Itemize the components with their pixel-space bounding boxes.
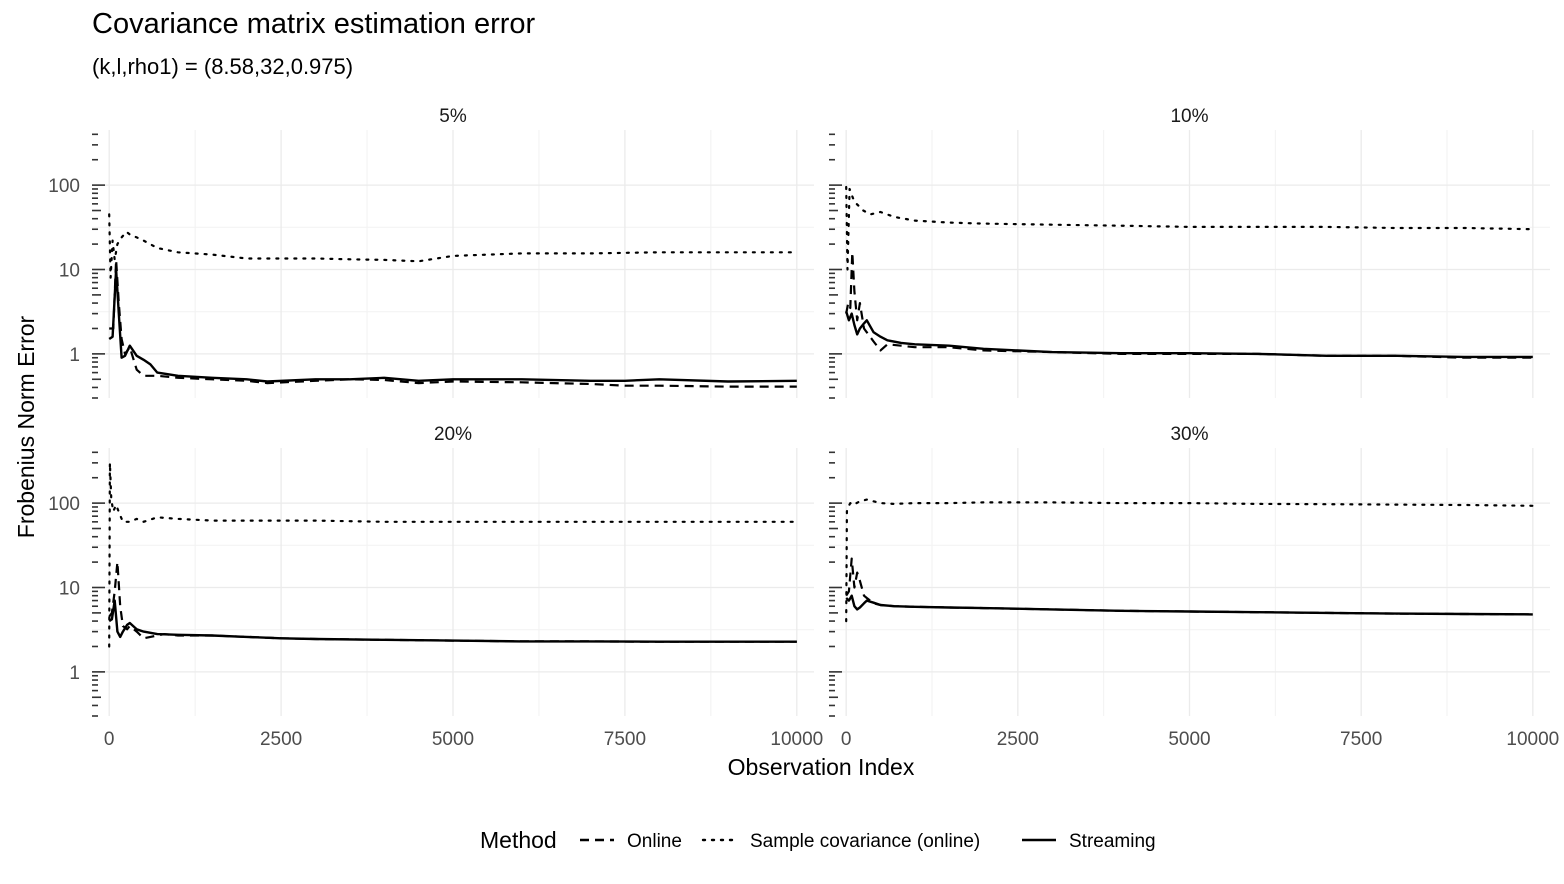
series-line-streaming	[845, 594, 1533, 616]
y-tick-label: 10	[59, 260, 80, 281]
chart-title: Covariance matrix estimation error	[92, 8, 536, 40]
y-tick-label: 1	[69, 663, 80, 684]
x-tick-label: 7500	[604, 729, 646, 750]
y-tick-label: 100	[48, 176, 80, 197]
x-tick-label: 5000	[432, 729, 474, 750]
legend-label: Online	[627, 831, 682, 852]
x-tick-label: 0	[841, 729, 852, 750]
series-line-sample-covariance-online	[108, 213, 798, 279]
x-tick-label: 2500	[260, 729, 302, 750]
series-line-online	[108, 560, 797, 643]
legend-label: Sample covariance (online)	[750, 831, 980, 852]
y-tick-label: 10	[59, 578, 80, 599]
facet-label: 5%	[439, 106, 467, 127]
series-line-streaming	[845, 310, 1533, 359]
series-line-sample-covariance-online	[845, 185, 1534, 271]
x-tick-label: 5000	[1168, 729, 1210, 750]
y-tick-label: 1	[69, 345, 80, 366]
x-axis-title: Observation Index	[728, 754, 915, 780]
x-tick-label: 10000	[1506, 729, 1559, 750]
chart-subtitle: (k,l,rho1) = (8.58,32,0.975)	[92, 54, 354, 79]
series-line-streaming	[108, 599, 797, 643]
x-tick-label: 7500	[1340, 729, 1382, 750]
series-line-streaming	[108, 268, 797, 383]
series-line-sample-covariance-online	[108, 461, 798, 648]
x-tick-label: 10000	[770, 729, 823, 750]
legend-title: Method	[480, 827, 557, 853]
x-tick-label: 0	[104, 729, 115, 750]
facet-label: 20%	[434, 424, 472, 445]
facet-label: 10%	[1170, 106, 1208, 127]
series-line-sample-covariance-online	[845, 498, 1534, 623]
x-tick-label: 2500	[997, 729, 1039, 750]
y-tick-label: 100	[48, 494, 80, 515]
facet-label: 30%	[1170, 424, 1208, 445]
y-axis-title: Frobenius Norm Error	[13, 315, 39, 538]
legend-label: Streaming	[1069, 831, 1156, 852]
